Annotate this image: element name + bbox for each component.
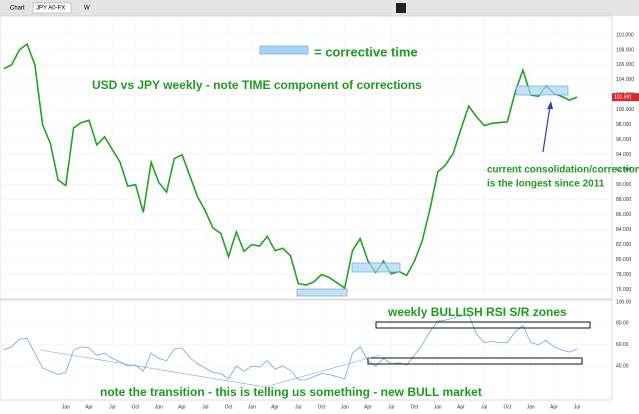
x-tick-label: Jan — [527, 404, 535, 410]
y-tick-label: 108.000 — [616, 47, 634, 53]
correction-box — [296, 288, 348, 297]
x-tick-label: Oct — [318, 404, 326, 410]
rsi-title: weekly BULLISH RSI S/R zones — [387, 305, 567, 319]
y-tick-label: 106.000 — [616, 62, 634, 68]
price-panel — [0, 15, 613, 300]
x-tick-label: Jul — [481, 404, 487, 410]
y-tick-label: 80.000 — [616, 257, 632, 263]
toolbar — [0, 0, 639, 16]
chart-title: USD vs JPY weekly - note TIME component … — [92, 78, 422, 92]
arrow — [542, 105, 551, 153]
y-tick-label: 96.000 — [616, 137, 632, 143]
y-tick-label: 110.000 — [616, 32, 634, 38]
x-tick-label: Oct — [504, 404, 512, 410]
y-tick-label: 84.000 — [616, 227, 632, 233]
y-tick-label: 94.000 — [616, 152, 632, 158]
zone-box — [367, 357, 583, 365]
y-tick-label: 60.00 — [616, 342, 629, 348]
x-tick-label: Jan — [62, 404, 70, 410]
pointer-line — [39, 349, 266, 388]
y-tick-label: 76.000 — [616, 287, 632, 293]
x-tick-label: Apr — [85, 404, 93, 410]
x-tick-label: Apr — [550, 404, 558, 410]
y-tick-label: 92.000 — [616, 167, 632, 173]
x-tick-label: Apr — [364, 404, 372, 410]
rsi-panel — [0, 299, 613, 401]
x-tick-label: Jul — [109, 404, 115, 410]
y-tick-label: 80.00 — [616, 321, 629, 327]
x-tick-label: Oct — [225, 404, 233, 410]
y-tick-label: 78.000 — [616, 272, 632, 278]
arrow-head — [547, 101, 553, 109]
series-line — [3, 314, 578, 381]
x-tick-label: Jul — [202, 404, 208, 410]
toolbar-button[interactable] — [396, 3, 406, 13]
annotation: note the transition - this is telling us… — [100, 385, 482, 399]
x-tick-label: Jul — [388, 404, 394, 410]
last-value-label: 101.691 — [614, 95, 632, 101]
toolbar-title: Chart — [10, 6, 25, 12]
zone-box — [375, 321, 591, 329]
x-tick-label: Jan — [434, 404, 442, 410]
pointer-line — [264, 354, 381, 388]
y-tick-label: 82.000 — [616, 242, 632, 248]
y-tick-label: 40.00 — [616, 363, 629, 369]
y-tick-label: 100.00 — [616, 299, 632, 305]
annotation: is the longest since 2011 — [487, 179, 605, 190]
x-tick-label: Jan — [341, 404, 349, 410]
x-tick-label: Oct — [411, 404, 419, 410]
toolbar-symbol[interactable]: JPY A0-FX — [36, 6, 65, 12]
toolbar-interval[interactable]: W — [84, 6, 90, 12]
x-tick-label: Jul — [295, 404, 301, 410]
y-tick-label: 98.000 — [616, 122, 632, 128]
x-tick-label: Jan — [248, 404, 256, 410]
x-tick-label: Jan — [155, 404, 163, 410]
y-tick-label: 90.000 — [616, 182, 632, 188]
x-tick-label: Jul — [574, 404, 580, 410]
series-line — [3, 42, 578, 290]
x-tick-label: Oct — [132, 404, 140, 410]
y-tick-label: 100.000 — [616, 107, 634, 113]
legend-box — [259, 45, 309, 55]
y-tick-label: 86.000 — [616, 212, 632, 218]
correction-box — [351, 262, 401, 273]
annotation: = corrective time — [314, 44, 418, 59]
x-tick-label: Apr — [271, 404, 279, 410]
annotation: current consolidation/correction — [487, 165, 639, 176]
symbol-box[interactable] — [32, 2, 72, 14]
correction-box — [515, 85, 569, 96]
x-tick-label: Apr — [457, 404, 465, 410]
last-value-tag — [612, 93, 639, 102]
y-tick-label: 88.000 — [616, 197, 632, 203]
x-tick-label: Apr — [178, 404, 186, 410]
y-tick-label: 104.000 — [616, 77, 634, 83]
